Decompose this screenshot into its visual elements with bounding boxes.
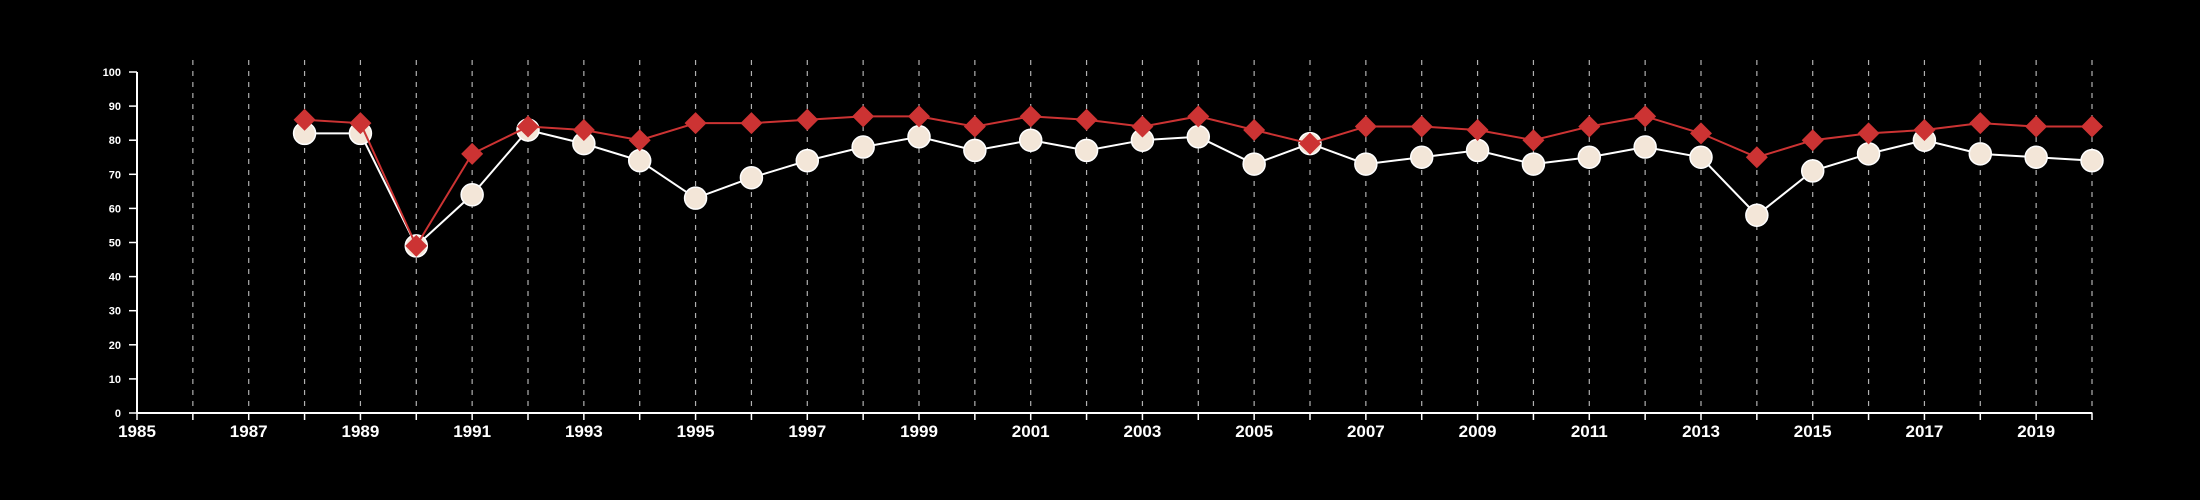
series-2-point-1992 (517, 115, 539, 138)
series-1-point-2002 (1074, 138, 1099, 163)
series-2-point-2009 (1466, 118, 1489, 141)
x-tick-label-2017: 2017 (1906, 422, 1944, 441)
x-tick-label-2007: 2007 (1347, 422, 1385, 441)
y-tick-label-0: 0 (115, 408, 121, 420)
y-tick-label-70: 70 (109, 169, 121, 181)
series-2-point-2011 (1578, 115, 1601, 138)
series-1-point-2016 (1856, 142, 1881, 166)
series-2-point-1993 (572, 118, 595, 141)
series-1-point-2012 (1633, 135, 1657, 159)
series-1-point-1995 (683, 186, 708, 210)
series-1-point-2015 (1800, 159, 1825, 183)
series-1-point-1994 (627, 148, 652, 173)
series-2-point-2010 (1522, 129, 1545, 152)
y-tick-label-50: 50 (109, 238, 121, 250)
y-tick-label-60: 60 (109, 203, 121, 215)
series-2-point-2008 (1410, 115, 1433, 138)
x-tick-label-2013: 2013 (1682, 422, 1720, 441)
series-2-point-1989 (349, 112, 372, 135)
series-2-point-2012 (1634, 105, 1657, 128)
y-tick-label-80: 80 (109, 135, 121, 147)
series-2-point-1990 (405, 234, 428, 257)
series-2-point-1999 (908, 105, 930, 128)
series-1-point-1996 (739, 165, 764, 190)
series-1-point-2004 (1186, 125, 1211, 149)
x-tick-label-2019: 2019 (2017, 422, 2055, 441)
series-1-point-2005 (1242, 152, 1266, 176)
y-tick-label-20: 20 (109, 340, 121, 352)
series-1-point-2019 (2024, 145, 2048, 169)
series-1-point-1997 (795, 148, 820, 173)
series-1-point-2008 (1409, 145, 1434, 169)
series-2-point-2017 (1913, 118, 1936, 141)
series-1-point-2014 (1745, 203, 1769, 227)
x-tick-label-2001: 2001 (1012, 422, 1050, 441)
series-2-point-1988 (293, 108, 316, 131)
series-1-point-2010 (1521, 152, 1546, 176)
series-2-point-2007 (1354, 115, 1377, 138)
x-tick-label-1987: 1987 (230, 422, 268, 441)
series-1-point-2018 (1968, 142, 1993, 166)
x-tick-label-2005: 2005 (1235, 422, 1273, 441)
series-1-point-2011 (1577, 145, 1602, 169)
series-1-point-2000 (963, 138, 987, 163)
y-tick-label-100: 100 (103, 67, 121, 79)
series-1-point-2013 (1689, 145, 1713, 169)
series-1-point-2001 (1018, 128, 1043, 152)
y-tick-label-10: 10 (109, 374, 121, 386)
y-tick-label-40: 40 (109, 272, 121, 284)
series-1-point-2020 (2080, 148, 2104, 173)
series-2-point-1995 (684, 112, 707, 135)
x-tick-label-1995: 1995 (677, 422, 715, 441)
y-tick-label-30: 30 (109, 306, 121, 318)
series-1-point-1998 (851, 135, 875, 159)
series-2-point-2020 (2081, 115, 2103, 138)
x-tick-label-1991: 1991 (453, 422, 491, 441)
series-2-point-2000 (963, 115, 986, 138)
series-1-point-1991 (460, 183, 484, 207)
series-2-point-2001 (1019, 105, 1042, 128)
series-1-point-2007 (1354, 152, 1378, 176)
series-2-point-2016 (1857, 122, 1880, 145)
series-2-point-2004 (1187, 105, 1210, 128)
x-tick-label-2011: 2011 (1571, 422, 1608, 441)
series-2-point-2005 (1243, 118, 1266, 141)
series-2-point-1997 (796, 108, 819, 131)
x-tick-label-1993: 1993 (565, 422, 603, 441)
series-2-point-1994 (628, 129, 651, 152)
series-2-point-2002 (1075, 108, 1098, 131)
series-2-point-1998 (852, 105, 875, 128)
series-2-point-2013 (1690, 122, 1712, 145)
x-tick-label-1997: 1997 (788, 422, 826, 441)
series-2-point-2014 (1745, 146, 1768, 169)
x-tick-label-2015: 2015 (1794, 422, 1832, 441)
axes: 0 10 20 30 40 50 60 70 80 90 100 1985 1987 1989 1991 19… (103, 67, 2093, 441)
x-tick-label-1999: 1999 (900, 422, 938, 441)
series-1-point-2009 (1465, 138, 1490, 163)
x-tick-label-2009: 2009 (1459, 422, 1497, 441)
x-tick-label-2003: 2003 (1124, 422, 1162, 441)
series-2-point-1991 (461, 142, 484, 165)
series-2-point-2006 (1299, 132, 1321, 155)
series-2-point-1996 (740, 112, 763, 135)
series-2-point-2015 (1801, 129, 1824, 152)
series-2-point-2018 (1969, 112, 1992, 135)
data-series (292, 105, 2104, 258)
series-1-point-1999 (907, 125, 931, 149)
x-tick-label-1989: 1989 (342, 422, 380, 441)
series-2-point-2019 (2025, 115, 2048, 138)
grid-lines (192, 60, 2093, 413)
x-tick-label-1985: 1985 (118, 422, 156, 441)
y-tick-label-90: 90 (109, 101, 121, 113)
series-2-point-2003 (1131, 115, 1154, 138)
